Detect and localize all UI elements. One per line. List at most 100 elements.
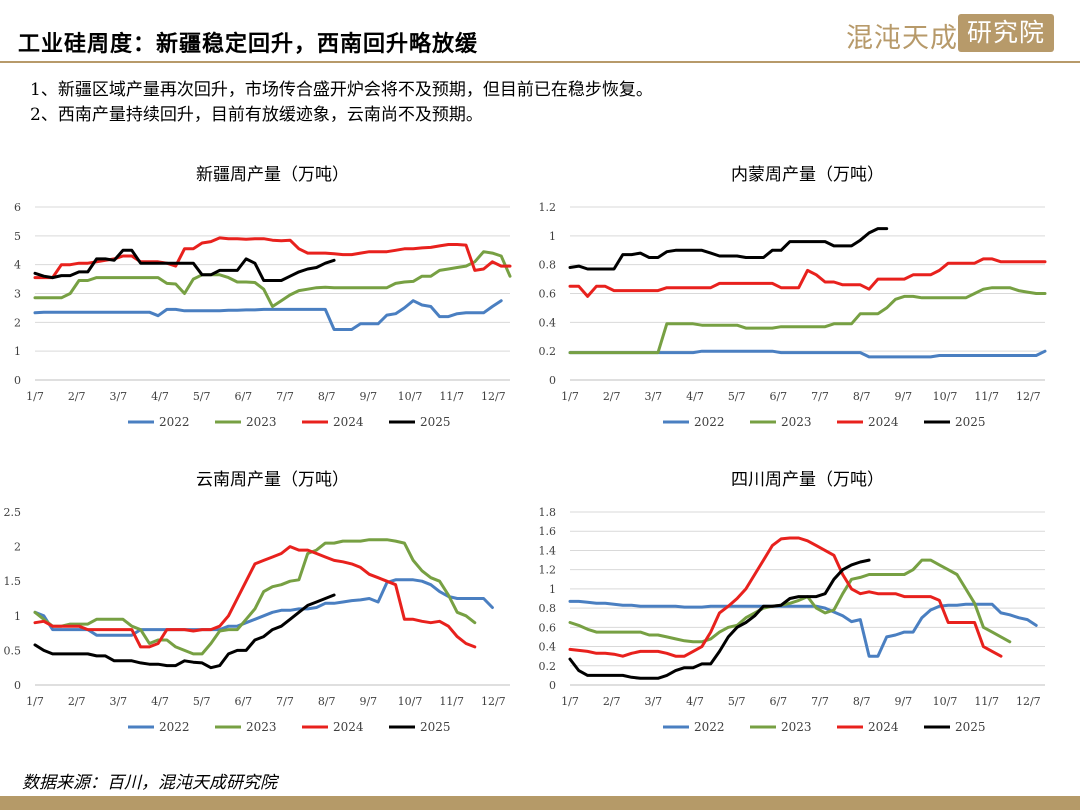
y-tick-label: 0.5: [4, 644, 22, 657]
y-tick-label: 6: [14, 201, 21, 214]
y-tick-label: 5: [14, 230, 21, 243]
y-tick-label: 0.8: [539, 259, 557, 272]
legend-label: 2022: [694, 720, 725, 734]
y-tick-label: 4: [14, 259, 21, 272]
series-line-2023: [568, 286, 1047, 355]
x-tick-label: 5/7: [728, 390, 746, 403]
x-tick-label: 6/7: [234, 695, 252, 708]
legend-label: 2022: [159, 720, 190, 734]
chart-sichuan: 四川周产量（万吨） 0 0.2 0.4 0.6 0.8 1 1.2 1.4 1.6 1.8 1/7 2/…: [535, 455, 1065, 755]
header-divider: [0, 61, 1080, 63]
x-tick-label: 6/7: [769, 390, 787, 403]
chart-title: 内蒙周产量（万吨）: [731, 165, 884, 185]
y-tick-label: 1.4: [539, 544, 557, 557]
x-tick-label: 4/7: [686, 390, 704, 403]
logo-text: 混沌天成: [846, 23, 958, 54]
x-tick-label: 2/7: [603, 695, 621, 708]
y-tick-label: 1.2: [539, 201, 557, 214]
series-line-2025: [568, 227, 889, 271]
bullet-item: 2、西南产量持续回升，目前有放缓迹象，云南尚不及预期。: [30, 105, 483, 125]
logo-box-text: 研究院: [958, 14, 1054, 52]
series-line-2024: [568, 536, 1003, 658]
x-tick-label: 2/7: [68, 390, 86, 403]
x-tick-label: 10/7: [398, 390, 423, 403]
x-tick-label: 12/7: [1016, 695, 1041, 708]
series-line-2025: [33, 248, 336, 282]
x-tick-label: 3/7: [644, 390, 662, 403]
x-tick-label: 10/7: [933, 390, 958, 403]
x-tick-label: 1/7: [26, 695, 44, 708]
x-tick-label: 10/7: [933, 695, 958, 708]
series-line-2025: [33, 593, 336, 670]
y-tick-label: 2.5: [4, 506, 22, 519]
chart-yunnan: 云南周产量（万吨） 0 0.5 1 1.5 2 2.5 1/7 2/7 3/7 4/7 5/7 6/7 7…: [0, 455, 530, 755]
x-tick-label: 9/7: [894, 695, 912, 708]
legend-label: 2025: [420, 720, 451, 734]
page-title: 工业硅周度：新疆稳定回升，西南回升略放缓: [18, 31, 479, 57]
bullet-item: 1、新疆区域产量再次回升，市场传合盛开炉会将不及预期，但目前已在稳步恢复。: [30, 80, 653, 100]
x-tick-label: 5/7: [193, 695, 211, 708]
x-tick-label: 12/7: [481, 390, 506, 403]
chart-svg: 云南周产量（万吨） 0 0.5 1 1.5 2 2.5 1/7 2/7 3/7 4/7 5/7 6/7 7…: [4, 470, 510, 734]
x-tick-label: 1/7: [561, 695, 579, 708]
y-tick-label: 1.6: [539, 525, 557, 538]
y-tick-label: 0.2: [539, 345, 557, 358]
y-tick-label: 0.2: [539, 660, 557, 673]
x-tick-label: 3/7: [109, 390, 127, 403]
chart-title: 云南周产量（万吨）: [196, 470, 349, 490]
footer-bar: [0, 796, 1080, 810]
legend-label: 2023: [246, 415, 277, 429]
x-tick-label: 3/7: [644, 695, 662, 708]
y-tick-label: 0.4: [539, 316, 557, 329]
x-tick-label: 6/7: [234, 390, 252, 403]
legend-label: 2023: [781, 415, 812, 429]
x-tick-label: 4/7: [151, 695, 169, 708]
y-tick-label: 0.8: [539, 602, 557, 615]
y-tick-label: 0: [14, 374, 21, 387]
y-tick-label: 0.4: [539, 641, 557, 654]
x-tick-label: 7/7: [811, 695, 829, 708]
y-tick-label: 1.5: [4, 575, 22, 588]
y-tick-label: 2: [14, 316, 21, 329]
legend-label: 2023: [781, 720, 812, 734]
x-tick-label: 11/7: [439, 390, 464, 403]
x-tick-label: 6/7: [769, 695, 787, 708]
x-tick-label: 9/7: [894, 390, 912, 403]
legend-label: 2025: [420, 415, 451, 429]
x-tick-label: 12/7: [481, 695, 506, 708]
chart-title: 新疆周产量（万吨）: [196, 165, 349, 185]
series-line-2023: [33, 250, 512, 308]
chart-svg: 新疆周产量（万吨） 0 1 2 3 4 5 6 1/7 2/7 3/7 4/7 5/7 6/7 7/7 8/7…: [14, 165, 512, 429]
legend-label: 2023: [246, 720, 277, 734]
x-tick-label: 1/7: [561, 390, 579, 403]
x-tick-label: 12/7: [1016, 390, 1041, 403]
legend-label: 2024: [868, 415, 899, 429]
chart-title: 四川周产量（万吨）: [731, 470, 884, 490]
series-line-2023: [33, 538, 477, 656]
summary-bullets: 1、新疆区域产量再次回升，市场传合盛开炉会将不及预期，但目前已在稳步恢复。 2、…: [30, 78, 653, 128]
x-tick-label: 7/7: [276, 390, 294, 403]
series-line-2022: [568, 599, 1038, 658]
chart-xinjiang: 新疆周产量（万吨） 0 1 2 3 4 5 6 1/7 2/7 3/7 4/7 5/7 6/7 7/7 8/7…: [0, 150, 530, 450]
x-tick-label: 7/7: [276, 695, 294, 708]
y-tick-label: 1.8: [539, 506, 557, 519]
series-line-2024: [33, 545, 477, 649]
x-tick-label: 8/7: [853, 390, 871, 403]
x-tick-label: 11/7: [974, 695, 999, 708]
series-line-2022: [33, 578, 494, 637]
x-tick-label: 10/7: [398, 695, 423, 708]
y-tick-label: 2: [14, 541, 21, 554]
x-tick-label: 2/7: [68, 695, 86, 708]
legend-label: 2022: [159, 415, 190, 429]
legend-label: 2022: [694, 415, 725, 429]
brand-logo: 混沌天成 研究院: [846, 14, 1056, 54]
y-tick-label: 1.2: [539, 564, 557, 577]
series-line-2025: [568, 558, 871, 680]
x-tick-label: 3/7: [109, 695, 127, 708]
series-line-2024: [568, 257, 1047, 298]
series-line-2023: [568, 558, 1012, 644]
x-tick-label: 8/7: [318, 695, 336, 708]
legend-label: 2024: [868, 720, 899, 734]
legend-label: 2024: [333, 720, 364, 734]
x-tick-label: 7/7: [811, 390, 829, 403]
